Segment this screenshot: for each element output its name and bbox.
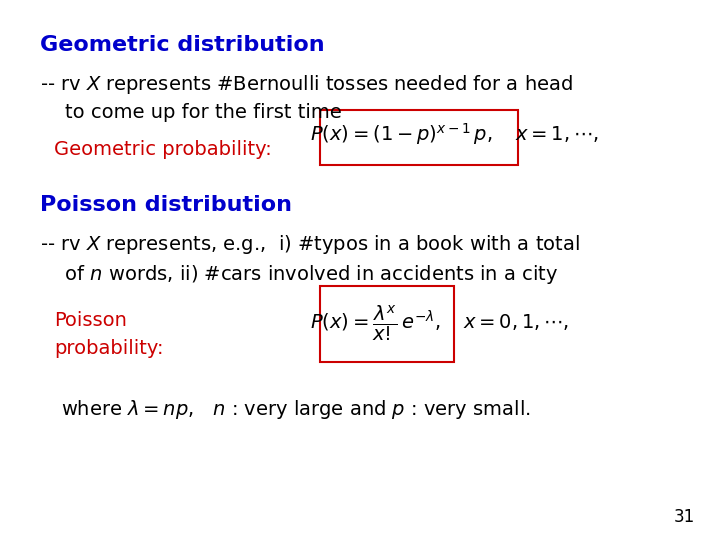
Text: Geometric probability:: Geometric probability: <box>54 140 278 159</box>
Text: $P(x) = \dfrac{\lambda^x}{x!}\,e^{-\lambda},\quad x=0,1,\cdots,$: $P(x) = \dfrac{\lambda^x}{x!}\,e^{-\lamb… <box>310 304 569 344</box>
Text: where $\lambda = np$,   $n$ : very large and $p$ : very small.: where $\lambda = np$, $n$ : very large a… <box>61 398 531 421</box>
Text: of $n$ words, ii) #cars involved in accidents in a city: of $n$ words, ii) #cars involved in acci… <box>40 263 558 286</box>
Text: 31: 31 <box>673 509 695 526</box>
Text: to come up for the first time: to come up for the first time <box>40 103 341 122</box>
Text: Poisson distribution: Poisson distribution <box>40 195 292 215</box>
Text: -- rv $X$ represents, e.g.,  i) #typos in a book with a total: -- rv $X$ represents, e.g., i) #typos in… <box>40 233 580 256</box>
Text: Geometric distribution: Geometric distribution <box>40 35 324 55</box>
Text: Poisson
probability:: Poisson probability: <box>54 310 163 357</box>
Text: -- rv $X$ represents #Bernoulli tosses needed for a head: -- rv $X$ represents #Bernoulli tosses n… <box>40 73 572 96</box>
Text: $P(x) = (1-p)^{x-1}\,p,\quad x=1,\cdots,$: $P(x) = (1-p)^{x-1}\,p,\quad x=1,\cdots,… <box>310 121 598 147</box>
